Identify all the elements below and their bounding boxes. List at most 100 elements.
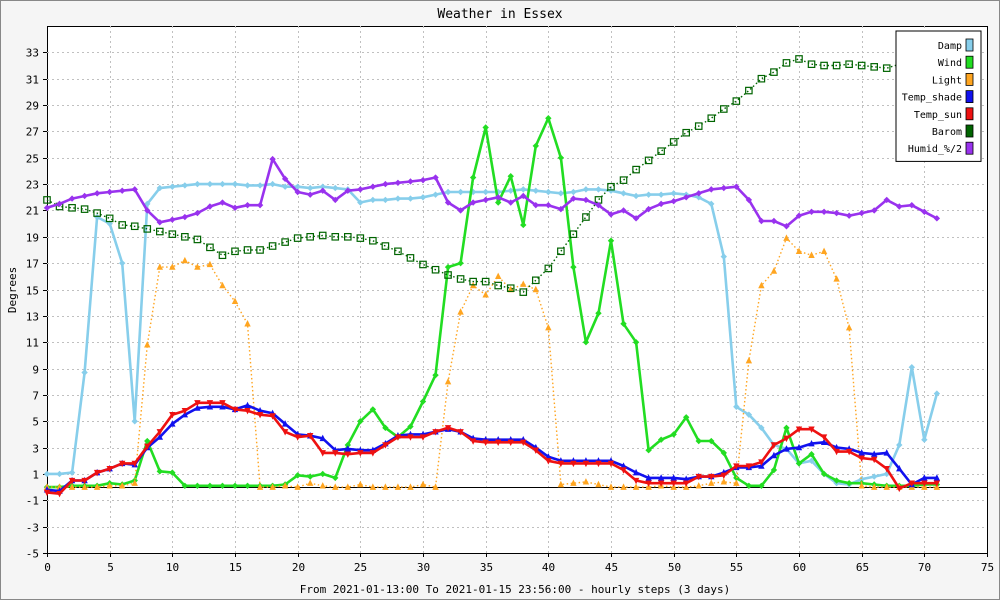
data-point-humid-2 <box>382 180 389 188</box>
data-point-temp-shade <box>670 474 677 481</box>
data-point-temp-sun <box>833 448 840 456</box>
data-point-humid-2 <box>156 219 163 226</box>
data-point-humid-2 <box>833 209 840 217</box>
data-point-humid-2 <box>131 186 138 193</box>
y-tick-label: 29 <box>26 100 39 113</box>
data-point-damp <box>307 184 314 192</box>
x-tick-label: 30 <box>417 561 430 574</box>
data-point-wind <box>344 441 351 449</box>
data-point-humid-2 <box>119 187 126 194</box>
data-point-temp-sun <box>332 450 339 457</box>
data-point-damp <box>595 186 602 193</box>
data-point-wind <box>670 431 677 438</box>
data-point-barom <box>93 209 101 217</box>
data-point-humid-2 <box>595 201 602 209</box>
y-tick-label: 5 <box>32 416 39 429</box>
data-point-temp-shade <box>883 449 890 456</box>
x-tick-label: 60 <box>793 561 806 574</box>
data-point-temp-sun <box>419 434 427 441</box>
data-point-light <box>281 482 289 489</box>
legend-swatch-temp-shade <box>965 90 974 103</box>
x-tick-label: 5 <box>107 561 114 574</box>
data-point-wind <box>845 479 853 487</box>
data-point-humid-2 <box>357 186 364 193</box>
data-point-humid-2 <box>845 212 853 219</box>
x-tick-label: 40 <box>542 561 555 574</box>
data-point-temp-sun <box>720 472 727 479</box>
data-point-wind <box>156 468 163 475</box>
legend-swatch-damp <box>965 38 974 52</box>
data-point-barom <box>281 238 289 246</box>
data-point-humid-2 <box>695 190 702 197</box>
data-point-temp-sun <box>557 460 565 468</box>
legend-label-temp-sun: Temp_sun <box>914 110 962 121</box>
data-point-barom <box>118 221 127 229</box>
data-point-barom <box>293 234 302 242</box>
data-point-humid-2 <box>256 201 264 209</box>
data-point-humid-2 <box>683 194 690 201</box>
data-point-barom <box>506 284 515 292</box>
data-point-barom <box>857 61 866 70</box>
data-point-temp-sun <box>495 439 502 447</box>
data-point-humid-2 <box>520 192 527 200</box>
data-point-temp-sun <box>632 477 640 485</box>
data-point-damp <box>281 183 289 190</box>
data-point-temp-shade <box>169 420 176 427</box>
data-point-temp-sun <box>532 447 539 454</box>
data-point-barom <box>870 63 879 71</box>
data-point-humid-2 <box>858 209 865 217</box>
data-point-temp-shade <box>156 433 163 440</box>
y-tick-label: 25 <box>26 153 39 166</box>
data-point-wind <box>444 263 452 271</box>
data-point-light <box>369 483 377 490</box>
data-point-humid-2 <box>394 179 402 186</box>
data-point-wind <box>219 482 226 490</box>
data-point-damp <box>507 187 514 194</box>
data-point-damp <box>106 220 113 227</box>
data-point-temp-sun <box>896 485 903 493</box>
x-tick-label: 0 <box>44 561 51 574</box>
data-point-barom <box>369 236 377 245</box>
data-point-temp-sun <box>269 413 276 420</box>
data-point-light <box>795 247 803 254</box>
data-point-humid-2 <box>933 215 941 222</box>
data-point-humid-2 <box>444 199 452 206</box>
data-point-light <box>194 263 201 270</box>
data-point-temp-sun <box>607 460 615 468</box>
data-point-temp-sun <box>921 480 928 487</box>
data-point-light <box>119 482 126 489</box>
data-point-temp-sun <box>444 425 452 432</box>
data-point-damp <box>394 195 402 202</box>
data-point-barom <box>544 264 553 273</box>
data-point-temp-shade <box>256 407 264 414</box>
data-point-humid-2 <box>745 196 753 204</box>
data-point-barom <box>419 260 427 269</box>
data-point-light <box>708 479 715 486</box>
data-point-temp-sun <box>770 442 778 449</box>
data-point-humid-2 <box>720 184 727 192</box>
data-point-damp <box>933 390 941 397</box>
data-point-humid-2 <box>808 208 815 215</box>
data-point-barom <box>707 114 716 123</box>
data-point-light <box>106 482 113 489</box>
data-point-wind <box>745 482 753 490</box>
data-point-temp-sun <box>745 463 753 470</box>
data-point-wind <box>632 339 640 346</box>
data-point-light <box>770 267 778 274</box>
data-point-wind <box>758 482 765 490</box>
data-point-humid-2 <box>144 207 151 214</box>
data-point-damp <box>645 191 652 198</box>
data-point-wind <box>545 115 552 122</box>
data-point-light <box>758 281 765 289</box>
data-point-damp <box>657 191 665 198</box>
data-point-temp-sun <box>883 465 890 473</box>
data-point-damp <box>407 195 414 202</box>
data-point-temp-sun <box>795 426 803 433</box>
data-point-barom <box>181 233 189 241</box>
y-tick-label: 19 <box>26 232 39 245</box>
data-point-damp <box>758 424 765 432</box>
y-tick-label: 23 <box>26 179 39 192</box>
y-tick-label: -3 <box>26 522 39 535</box>
data-point-wind <box>557 154 565 161</box>
data-point-light <box>156 263 163 270</box>
